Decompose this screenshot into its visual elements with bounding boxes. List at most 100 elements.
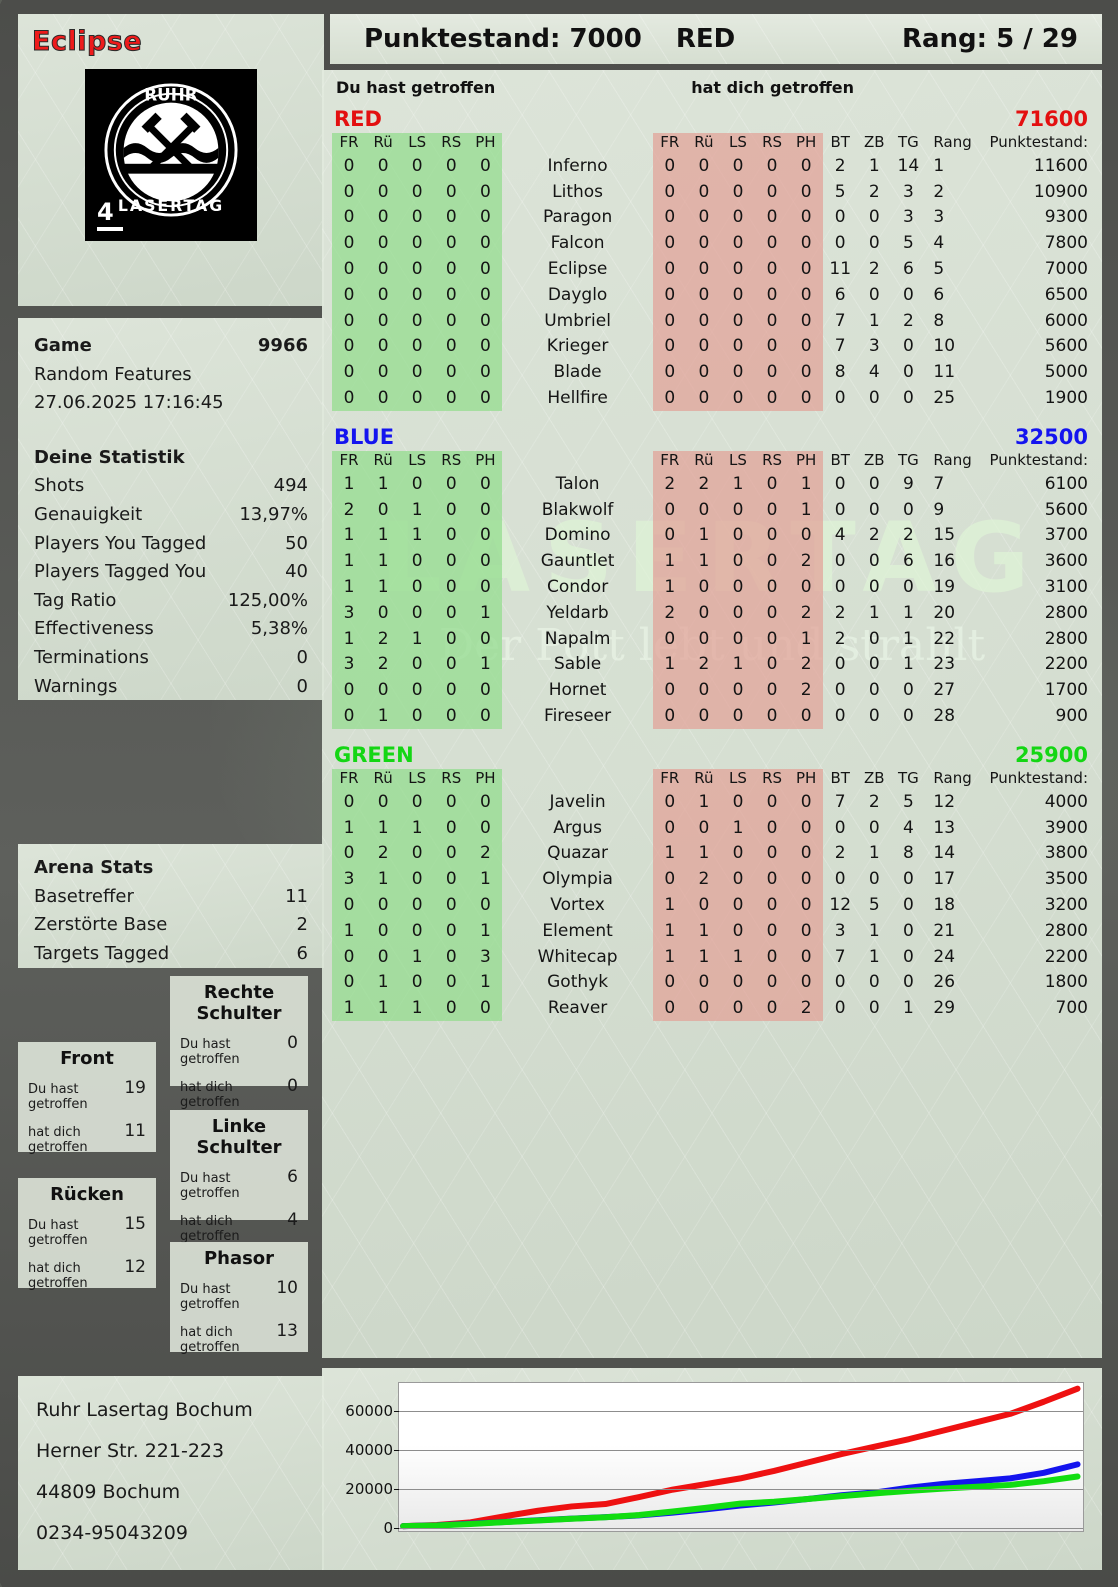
table-row[interactable]: 0 0 0 0 0 Hornet 0 0 0 0 2 0 0 0 27 1700 bbox=[332, 677, 1092, 704]
table-row[interactable]: 1 1 0 0 0 Condor 1 0 0 0 0 0 0 0 19 3100 bbox=[332, 574, 1092, 600]
tagged-you-cell: 0 bbox=[755, 866, 790, 893]
table-row[interactable]: 0 0 1 0 3 Whitecap 1 1 1 0 0 7 1 0 24 2200 bbox=[332, 943, 1092, 970]
tagged-you-cell: 0 bbox=[720, 892, 756, 918]
you-tagged-cell: 0 bbox=[332, 385, 367, 411]
table-row[interactable]: 0 0 0 0 0 Vortex 1 0 0 0 0 12 5 0 18 3200 bbox=[332, 892, 1092, 918]
table-row[interactable]: 0 0 0 0 0 Hellfire 0 0 0 0 0 0 0 0 25 1900 bbox=[332, 385, 1092, 411]
game-mode: Random Features bbox=[34, 363, 192, 385]
player-score-cell: 2800 bbox=[1044, 920, 1088, 941]
tagged-you-cell: 1 bbox=[789, 470, 824, 497]
tagged-you-cell: 0 bbox=[755, 230, 790, 257]
col-header-score: Punktestand: bbox=[989, 768, 1088, 787]
table-row[interactable]: 0 1 0 0 0 Fireseer 0 0 0 0 0 0 0 0 28 900 bbox=[332, 703, 1092, 729]
team-total-score: 25900 bbox=[1014, 742, 1088, 767]
col-header-them-PH: PH bbox=[789, 450, 824, 471]
rank-cell: 2 bbox=[933, 181, 945, 202]
tagged-you-cell: 0 bbox=[652, 995, 687, 1022]
table-row[interactable]: 1 1 0 0 0 Talon 2 2 1 0 1 0 0 9 7 6100 bbox=[332, 470, 1092, 497]
table-row[interactable]: 0 0 0 0 0 Eclipse 0 0 0 0 0 11 2 6 5 7000 bbox=[332, 256, 1092, 282]
tagged-you-cell: 1 bbox=[652, 917, 687, 944]
rank-cell: 26 bbox=[933, 972, 956, 993]
table-row[interactable]: 3 0 0 0 1 Yeldarb 2 0 0 0 2 2 1 1 20 2800 bbox=[332, 599, 1092, 626]
tagged-you-cell: 0 bbox=[755, 840, 790, 867]
you-tagged-cell: 0 bbox=[366, 943, 401, 970]
table-row[interactable]: 0 2 0 0 2 Quazar 1 1 0 0 0 2 1 8 14 3800 bbox=[332, 840, 1092, 867]
table-row[interactable]: 1 2 1 0 0 Napalm 0 0 0 0 1 2 0 1 22 2800 bbox=[332, 625, 1092, 652]
you-tagged-cell: 0 bbox=[400, 333, 435, 360]
zone-you-tagged-label: Du hast getroffen bbox=[28, 1082, 88, 1112]
targets-tagged-cell: 6 bbox=[902, 259, 914, 280]
you-tagged-cell: 0 bbox=[332, 788, 367, 815]
tagged-you-cell: 0 bbox=[755, 574, 790, 600]
you-tagged-cell: 1 bbox=[468, 651, 503, 678]
tagged-you-cell: 0 bbox=[755, 943, 790, 970]
table-row[interactable]: 1 1 1 0 0 Reaver 0 0 0 0 2 0 0 1 29 700 bbox=[332, 995, 1092, 1022]
table-row[interactable]: 1 1 1 0 0 Argus 0 0 1 0 0 0 0 4 13 3900 bbox=[332, 814, 1092, 841]
player-name-cell: Napalm bbox=[544, 628, 611, 649]
stat-row: Effectiveness 5,38% bbox=[34, 615, 308, 644]
table-row[interactable]: 0 0 0 0 0 Falcon 0 0 0 0 0 0 0 5 4 7800 bbox=[332, 230, 1092, 257]
player-score-cell: 700 bbox=[1055, 998, 1088, 1019]
tagged-you-cell: 0 bbox=[652, 178, 687, 205]
table-row[interactable]: 0 0 0 0 0 Paragon 0 0 0 0 0 0 0 3 3 9300 bbox=[332, 204, 1092, 231]
you-tagged-cell: 0 bbox=[468, 574, 503, 600]
targets-tagged-cell: 0 bbox=[902, 869, 914, 890]
player-score-cell: 6100 bbox=[1044, 473, 1088, 494]
you-tagged-cell: 0 bbox=[434, 866, 469, 893]
player-score-cell: 11600 bbox=[1033, 155, 1088, 176]
rank-cell: 12 bbox=[933, 791, 956, 812]
tagged-you-cell: 0 bbox=[720, 969, 756, 996]
table-row[interactable]: 1 0 0 0 1 Element 1 1 0 0 0 3 1 0 21 2800 bbox=[332, 917, 1092, 944]
col-header-BT: BT bbox=[830, 450, 850, 469]
zone-back: Rücken Du hast getroffen 15 hat dich get… bbox=[18, 1178, 156, 1291]
col-header-TG: TG bbox=[897, 450, 919, 469]
tagged-you-cell: 0 bbox=[755, 677, 790, 704]
col-header-score: Punktestand: bbox=[989, 133, 1088, 151]
table-row[interactable]: 3 1 0 0 1 Olympia 0 2 0 0 0 0 0 0 17 3500 bbox=[332, 866, 1092, 893]
table-row[interactable]: 0 0 0 0 0 Blade 0 0 0 0 0 8 4 0 11 5000 bbox=[332, 359, 1092, 386]
you-tagged-cell: 1 bbox=[366, 548, 401, 575]
tagged-you-cell: 0 bbox=[789, 178, 824, 205]
table-row[interactable]: 1 1 0 0 0 Gauntlet 1 1 0 0 2 0 0 6 16 3600 bbox=[332, 548, 1092, 575]
table-row[interactable]: 0 0 0 0 0 Dayglo 0 0 0 0 0 6 0 0 6 6500 bbox=[332, 281, 1092, 308]
col-header-them-PH: PH bbox=[789, 768, 824, 789]
player-score-cell: 6500 bbox=[1044, 284, 1088, 305]
targets-tagged-cell: 1 bbox=[902, 602, 914, 623]
total-score-label: Punktestand: 7000 bbox=[364, 24, 642, 54]
venue-logo: RUHR LASERTAG 4 bbox=[85, 69, 257, 241]
bases-destroyed-cell: 0 bbox=[868, 680, 880, 701]
table-row[interactable]: 0 0 0 0 0 Krieger 0 0 0 0 0 7 3 0 10 5600 bbox=[332, 333, 1092, 360]
you-tagged-cell: 0 bbox=[400, 917, 435, 944]
table-row[interactable]: 0 0 0 0 0 Javelin 0 1 0 0 0 7 2 5 12 4000 bbox=[332, 788, 1092, 815]
tagged-you-cell: 0 bbox=[789, 840, 824, 867]
table-row[interactable]: 0 1 0 0 1 Gothyk 0 0 0 0 0 0 0 0 26 1800 bbox=[332, 969, 1092, 996]
player-score-cell: 7000 bbox=[1044, 259, 1088, 280]
col-header-player bbox=[502, 133, 652, 153]
col-header-you-LS: LS bbox=[400, 450, 435, 471]
stat-label: Genauigkeit bbox=[34, 503, 143, 525]
rank-cell: 11 bbox=[933, 362, 956, 383]
you-tagged-cell: 0 bbox=[468, 178, 503, 205]
you-tagged-cell: 1 bbox=[366, 703, 401, 729]
zone-you-tagged-row: Du hast getroffen 0 bbox=[180, 1033, 298, 1067]
base-hits-cell: 0 bbox=[834, 706, 846, 727]
table-row[interactable]: 0 0 0 0 0 Lithos 0 0 0 0 0 5 2 3 2 10900 bbox=[332, 178, 1092, 205]
table-row[interactable]: 3 2 0 0 1 Sable 1 2 1 0 2 0 0 1 23 2200 bbox=[332, 651, 1092, 678]
you-tagged-cell: 0 bbox=[332, 677, 367, 704]
table-row[interactable]: 2 0 1 0 0 Blakwolf 0 0 0 0 1 0 0 0 9 5600 bbox=[332, 496, 1092, 523]
player-score-cell: 3800 bbox=[1044, 843, 1088, 864]
tagged-you-cell: 0 bbox=[789, 230, 824, 257]
rank-cell: 24 bbox=[933, 946, 956, 967]
stat-label: Warnings bbox=[34, 675, 118, 697]
table-row[interactable]: 0 0 0 0 0 Umbriel 0 0 0 0 0 7 1 2 8 6000 bbox=[332, 307, 1092, 334]
player-name-cell: Blade bbox=[553, 362, 602, 383]
you-tagged-cell: 0 bbox=[400, 677, 435, 704]
chart-gridline bbox=[399, 1411, 1083, 1413]
bases-destroyed-cell: 0 bbox=[868, 473, 880, 494]
table-row[interactable]: 0 0 0 0 0 Inferno 0 0 0 0 0 2 1 14 1 11600 bbox=[332, 153, 1092, 179]
table-row[interactable]: 1 1 1 0 0 Domino 0 1 0 0 0 4 2 2 15 3700 bbox=[332, 522, 1092, 549]
zone-you-tagged-value: 0 bbox=[287, 1033, 298, 1053]
player-score-cell: 6000 bbox=[1044, 310, 1088, 331]
bases-destroyed-cell: 1 bbox=[868, 946, 880, 967]
you-tagged-cell: 0 bbox=[332, 333, 367, 360]
